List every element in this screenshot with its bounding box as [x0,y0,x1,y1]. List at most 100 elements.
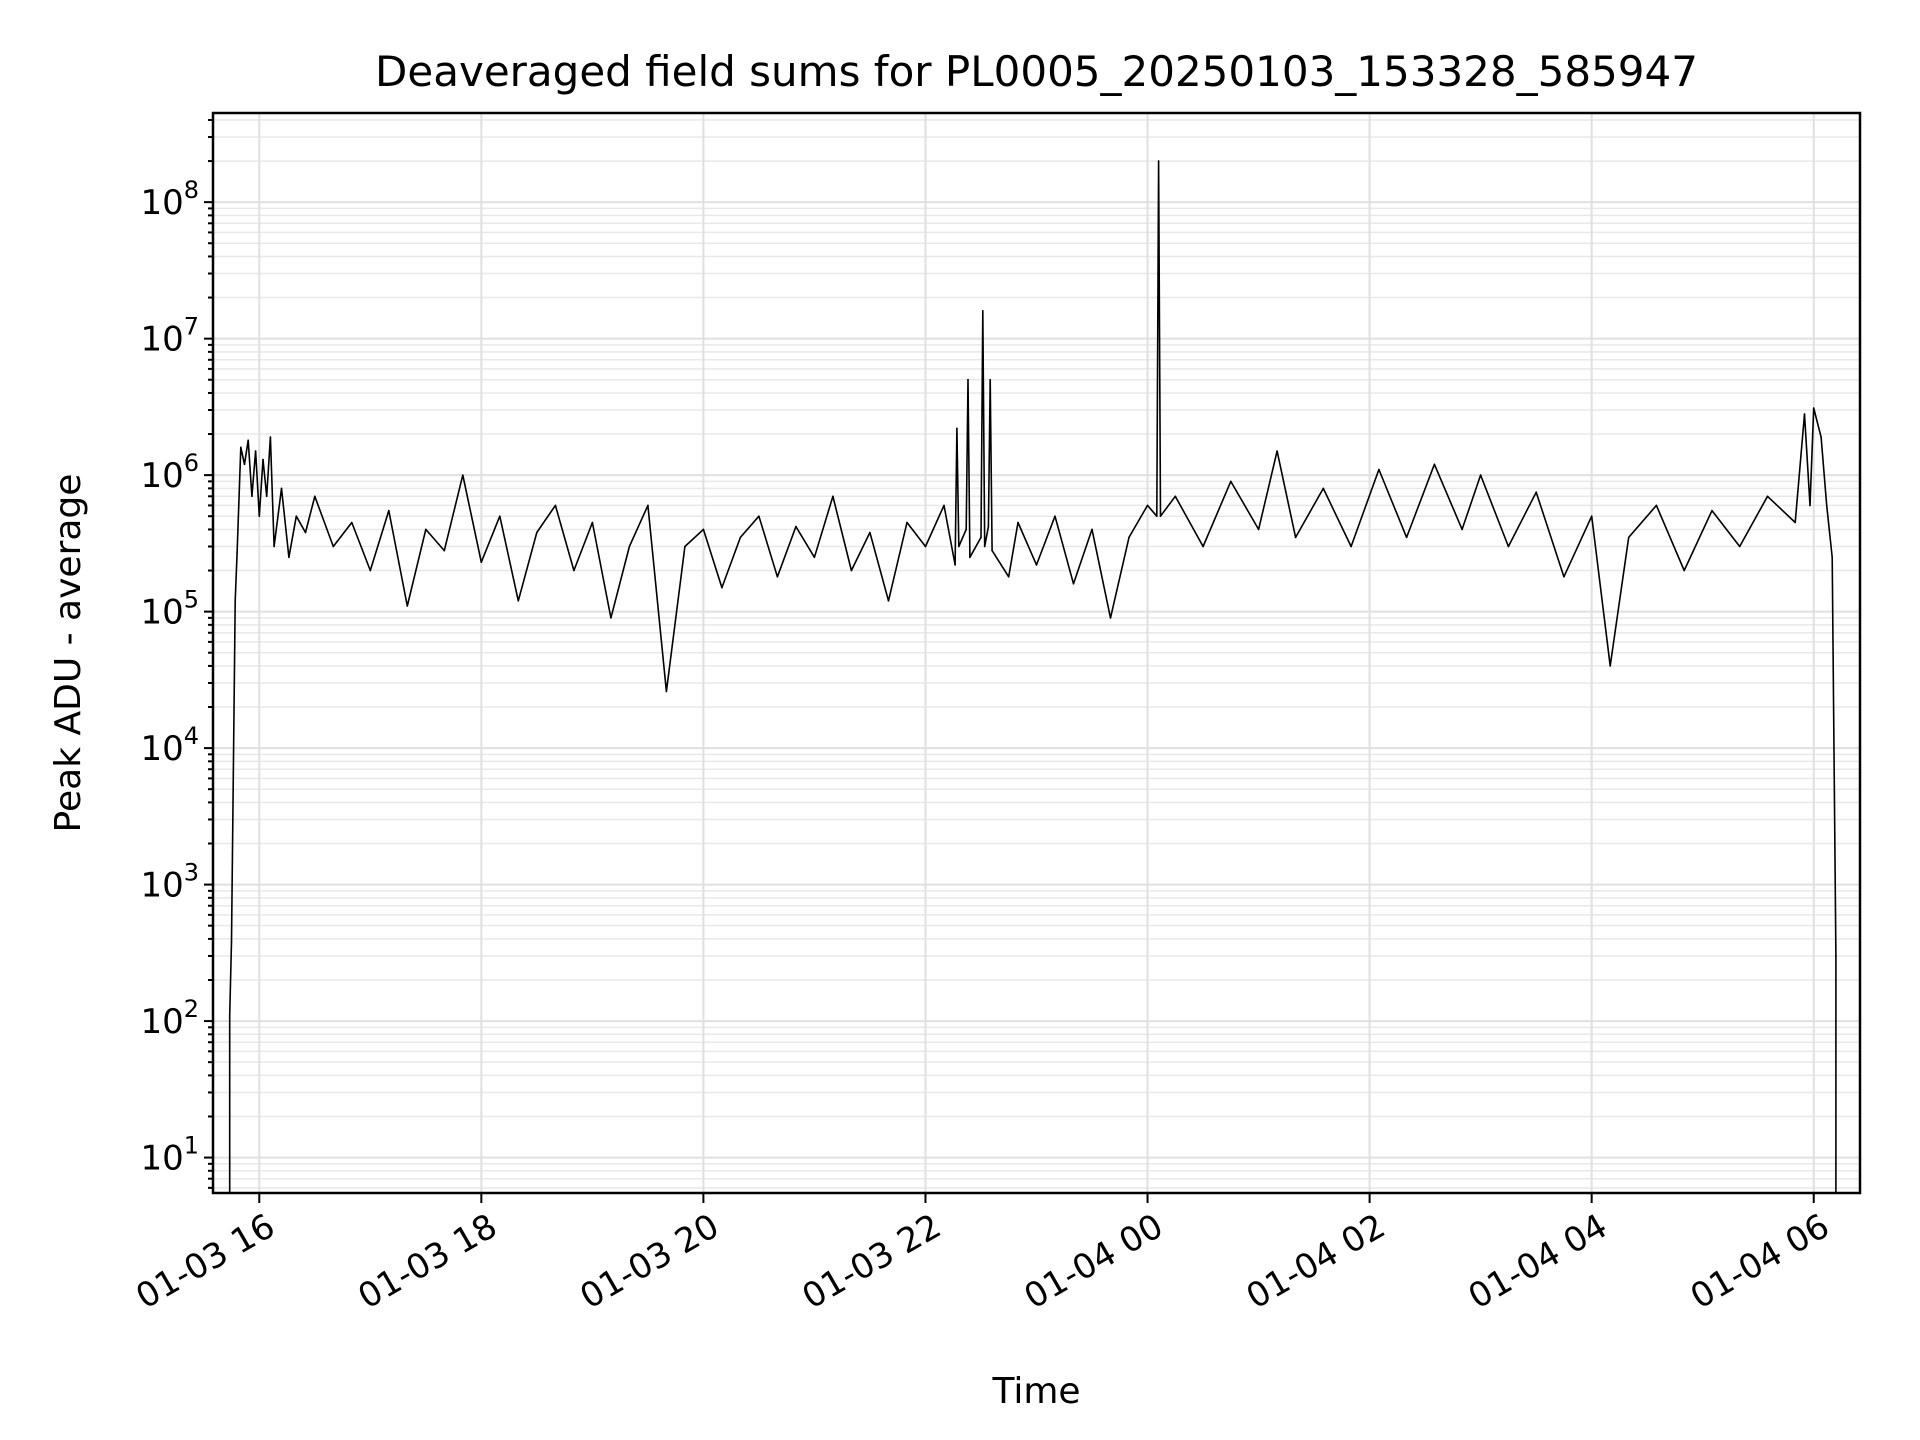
data-point [776,576,779,578]
data-point [1257,528,1260,531]
data-point [269,436,272,438]
y-tick-label: 105 [140,586,199,633]
data-point [280,487,283,490]
data-point [240,446,242,449]
data-point [1794,521,1796,524]
data-point [295,515,298,517]
data-point [425,528,427,531]
data-point [1294,536,1297,539]
y-tick-label: 106 [140,449,199,496]
plot-area [228,160,1837,1193]
data-point [1609,665,1611,667]
data-point [967,378,969,381]
data-point [1711,509,1713,512]
data-point [954,564,956,566]
data-point [1322,487,1325,490]
data-point [647,504,649,507]
data-point [1109,617,1112,619]
data-point [956,427,958,430]
data-point [739,536,742,539]
data-point [288,556,290,559]
data-point [1507,545,1510,548]
data-point [982,310,984,312]
data-point [887,600,890,602]
data-point [1017,521,1019,524]
data-point [234,600,236,602]
data-point [965,528,967,531]
data-point [943,504,945,507]
data-point [969,556,971,559]
y-tick-exponent: 2 [184,995,199,1023]
y-tick-base: 10 [140,1139,183,1179]
y-tick-exponent: 3 [184,859,199,887]
data-point [332,545,335,548]
data-point [1479,474,1482,476]
y-tick-label: 102 [140,995,199,1042]
data-point [983,545,986,548]
data-point [1683,569,1685,572]
data-point [1803,413,1806,415]
data-point [850,569,853,572]
data-point [517,600,520,602]
y-tick-base: 10 [140,183,183,223]
data-point [1766,495,1769,498]
y-tick-exponent: 4 [184,722,199,750]
data-point [462,474,464,476]
y-tick-label: 101 [140,1132,199,1179]
data-point [1091,528,1093,531]
data-point [265,495,268,498]
data-point [1627,536,1630,539]
data-point [1007,576,1010,578]
data-point [1820,436,1822,438]
data-point [1825,504,1828,507]
y-tick-base: 10 [140,729,183,769]
data-point [573,569,575,572]
data-point [1812,407,1815,409]
data-point [351,521,353,524]
y-tick-exponent: 1 [184,1132,199,1160]
data-point [1563,576,1565,578]
data-point [236,551,238,554]
data-point [980,536,982,539]
data-point [251,495,253,498]
data-point [480,561,483,563]
data-point [443,549,446,552]
data-point [228,1014,231,1017]
data-point [1809,504,1811,507]
data-point [721,586,723,589]
data-point [314,495,316,498]
data-point [1072,583,1075,585]
data-point [665,690,668,693]
x-axis-label: Time [991,1371,1080,1412]
y-tick-base: 10 [140,866,183,906]
y-tick-base: 10 [140,1002,183,1042]
data-point [554,504,557,507]
data-point [1156,515,1158,517]
y-tick-label: 104 [140,722,199,769]
data-point [1035,564,1038,566]
data-point [1146,504,1149,507]
data-point [924,545,927,548]
data-point [388,509,390,512]
y-tick-label: 108 [140,176,199,223]
data-point [758,515,760,517]
data-point [684,545,686,548]
data-point [1276,450,1278,452]
data-point [628,545,631,548]
data-point [1350,545,1352,548]
data-point [610,617,612,619]
data-point [702,528,705,531]
data-point [1159,515,1162,517]
data-point [254,450,257,452]
data-point [230,941,233,943]
data-point [1054,515,1056,517]
data-point [1738,545,1741,548]
data-point [369,569,372,572]
data-point [1378,468,1380,471]
data-point [958,545,960,548]
y-tick-exponent: 8 [184,176,199,204]
data-point [1202,545,1204,548]
data-point [869,531,871,534]
